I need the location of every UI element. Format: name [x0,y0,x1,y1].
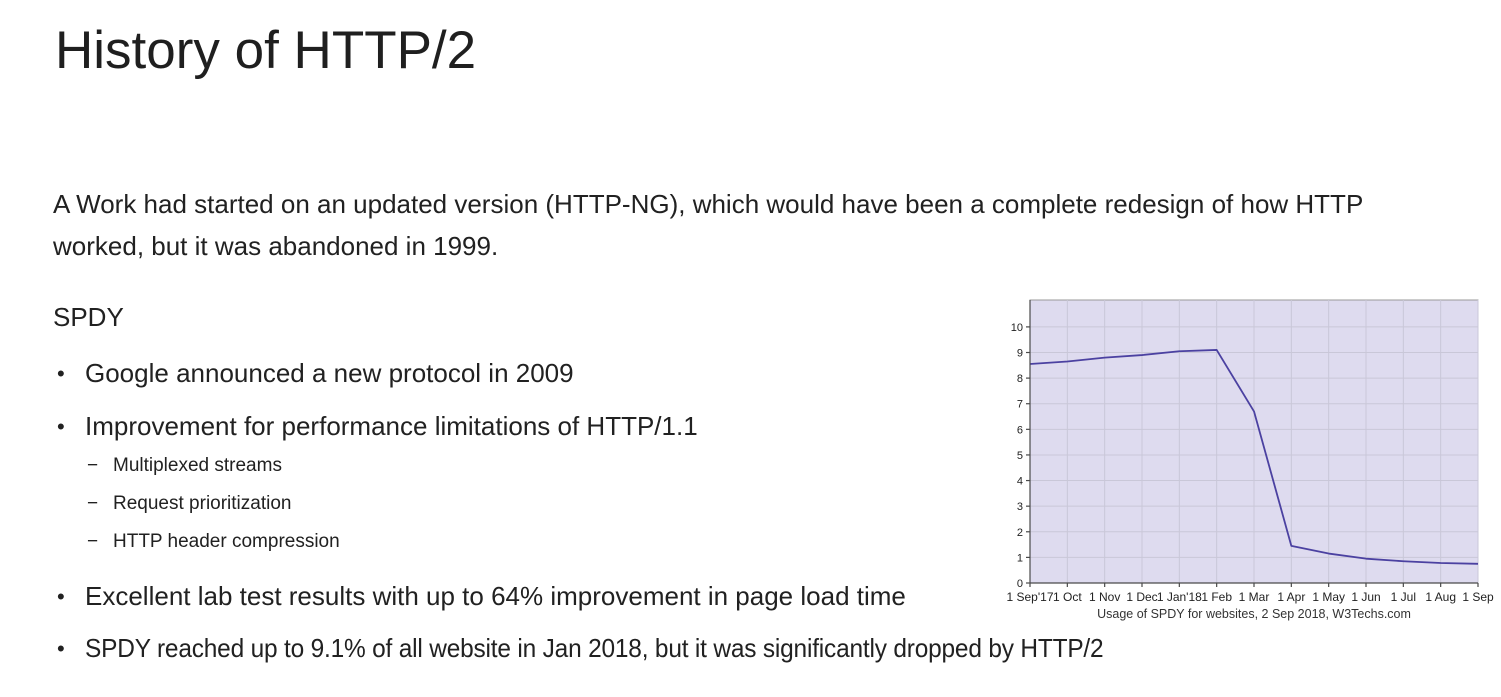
bullet-dot: • [57,636,65,661]
x-tick-label: 1 Jun [1351,590,1380,604]
y-tick-label: 10 [1011,322,1023,334]
y-tick-label: 5 [1017,450,1023,462]
bullet-text: SPDY reached up to 9.1% of all website i… [85,633,1104,663]
y-tick-label: 6 [1017,424,1023,436]
slide-title: History of HTTP/2 [55,21,477,80]
bullet-dash: − [87,455,99,476]
bullet-dot: • [57,414,65,439]
x-tick-label: 1 Feb [1201,590,1232,604]
bullet-item: • Google announced a new protocol in 2009 [53,358,574,389]
bullet-item: • Excellent lab test results with up to 6… [53,581,906,612]
x-tick-label: 1 Jan'18 [1157,590,1202,604]
y-tick-label: 3 [1017,501,1023,513]
x-tick-label: 1 Sep [1462,590,1494,604]
spdy-usage-chart-canvas: 0 1 2 3 4 5 6 7 8 9 10 1 Sep'17 1 Oct 1 Nov 1 Dec 1 Jan… [1007,299,1494,621]
bullet-dash: − [87,493,99,514]
y-tick-label: 4 [1017,476,1023,488]
section-heading-spdy: SPDY [53,302,124,332]
paragraph-line: worked, but it was abandoned in 1999. [53,231,499,261]
sub-bullet-item: − HTTP header compression [85,531,340,553]
spdy-usage-chart: 0 1 2 3 4 5 6 7 8 9 10 1 Sep'17 1 Oct 1 Nov 1 Dec 1 Jan… [1005,298,1501,624]
bullet-dot: • [57,361,65,386]
chart-caption: Usage of SPDY for websites, 2 Sep 2018, … [1097,607,1411,621]
bullet-text: Request prioritization [113,493,292,514]
x-tick-label: 1 Nov [1089,590,1120,604]
paragraph-line: A Work had started on an updated version… [53,189,1364,219]
x-tick-label: 1 Jul [1391,590,1416,604]
y-tick-label: 1 [1017,552,1023,564]
x-tick-label: 1 Dec [1126,590,1157,604]
x-tick-label: 1 May [1312,590,1345,604]
bullet-text: HTTP header compression [113,531,340,552]
y-tick-label: 9 [1017,348,1023,360]
data-line-spdy [1029,349,1479,565]
bullet-item: • SPDY reached up to 9.1% of all website … [53,633,1168,664]
bullet-text: Improvement for performance limitations … [85,411,698,441]
x-tick-label: 1 Apr [1277,590,1305,604]
bullet-dot: • [57,584,65,609]
sub-bullet-item: − Request prioritization [85,493,291,515]
x-tick-label: 1 Sep'17 [1007,590,1054,604]
y-tick-label: 2 [1017,527,1023,539]
bullet-item: • Improvement for performance limitations… [53,411,698,442]
y-tick-label: 7 [1017,399,1023,411]
y-tick-label: 0 [1017,578,1023,590]
y-tick-label: 8 [1017,373,1023,385]
bullet-text: Multiplexed streams [113,455,282,476]
x-tick-label: 1 Mar [1239,590,1270,604]
bullet-text: Excellent lab test results with up to 64… [85,581,906,611]
bullet-text: Google announced a new protocol in 2009 [85,358,574,388]
intro-paragraph: A Work had started on an updated version… [53,183,1493,267]
bullet-dash: − [87,531,99,552]
x-tick-label: 1 Aug [1425,590,1456,604]
sub-bullet-item: − Multiplexed streams [85,455,282,477]
x-tick-label: 1 Oct [1053,590,1082,604]
